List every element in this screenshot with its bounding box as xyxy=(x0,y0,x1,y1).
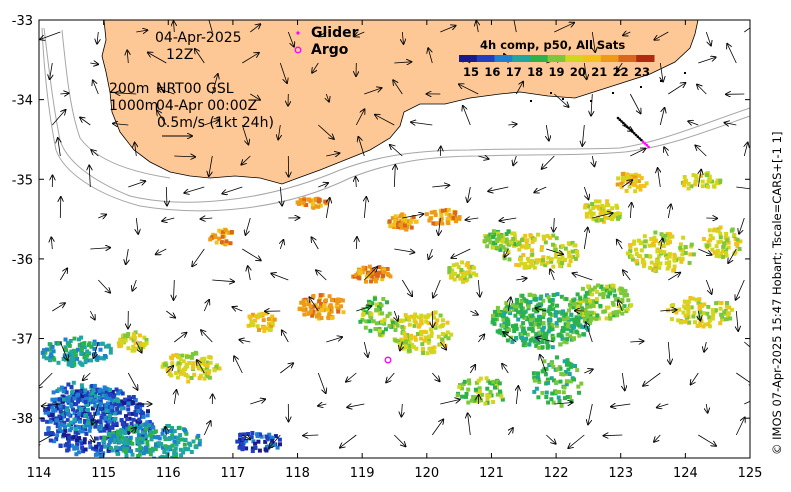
colorbar-segment xyxy=(565,55,584,62)
x-tick-label: 120 xyxy=(414,466,439,481)
colorbar-tick: 21 xyxy=(591,65,607,79)
x-tick-label: 119 xyxy=(350,466,375,481)
vector-scale-label: 0.5m/s (1kt 24h) xyxy=(157,115,274,131)
x-tick-label: 117 xyxy=(220,466,245,481)
x-tick-label: 124 xyxy=(673,466,698,481)
current-vectors xyxy=(39,20,750,448)
x-tick-label: 116 xyxy=(156,466,181,481)
sst-patches xyxy=(40,22,743,458)
x-tick-label: 115 xyxy=(91,466,116,481)
colorbar-segment xyxy=(583,55,602,62)
colorbar-segment xyxy=(600,55,620,62)
colorbar-tick: 18 xyxy=(527,65,543,79)
x-axis-labels: 114 115 116 117 118 119 120 121 122 123 124 125 xyxy=(27,466,763,481)
sst-colorbar: 15 16 17 18 19 20 21 22 23 xyxy=(459,55,655,79)
colorbar-segment xyxy=(529,55,549,62)
colorbar-tick: 23 xyxy=(634,65,650,79)
colorbar-tick: 16 xyxy=(484,65,500,79)
colorbar-segment xyxy=(512,55,531,62)
y-tick-label: -35 xyxy=(12,173,33,188)
colorbar-title: 4h comp, p50, All Sats xyxy=(480,38,626,52)
colorbar-tick: 17 xyxy=(506,65,522,79)
plot-frame xyxy=(38,19,751,459)
map-time: 12Z xyxy=(166,47,194,63)
x-tick-label: 122 xyxy=(544,466,569,481)
colorbar-tick: 19 xyxy=(548,65,564,79)
y-tick-label: -34 xyxy=(12,94,33,109)
argo-float-marker xyxy=(384,356,392,364)
glider-track xyxy=(616,116,650,149)
argo-legend-circle xyxy=(294,46,302,54)
x-tick-label: 121 xyxy=(479,466,504,481)
colorbar-segment xyxy=(476,55,495,62)
colorbar-segment xyxy=(459,55,478,62)
colorbar-tick: 15 xyxy=(463,65,479,79)
depth-label-200m: 200m xyxy=(109,81,150,97)
y-axis-labels: -33 -34 -35 -36 -37 -38 xyxy=(12,14,33,427)
colorbar-tick: 22 xyxy=(613,65,629,79)
colorbar-segment xyxy=(547,55,566,62)
legend-argo-label: Argo xyxy=(311,42,349,58)
x-tick-label: 123 xyxy=(608,466,633,481)
colorbar-segment xyxy=(618,55,637,62)
axis-ticks xyxy=(38,19,751,458)
depth-label-1000m: 1000m xyxy=(109,98,159,114)
y-tick-label: -36 xyxy=(12,253,33,268)
product-name: NRT00 GSL xyxy=(156,81,234,97)
legend-glider-label: Glider xyxy=(311,25,359,41)
map-date: 04-Apr-2025 xyxy=(155,30,242,46)
x-tick-label: 118 xyxy=(285,466,310,481)
y-tick-label: -37 xyxy=(12,333,33,348)
y-tick-label: -38 xyxy=(12,412,33,427)
colorbar-segment xyxy=(636,55,655,62)
credit-text: © IMOS 07-Apr-2025 15:47 Hobart; Tscale=… xyxy=(770,131,784,455)
x-tick-label: 114 xyxy=(27,466,52,481)
glider-legend-dot xyxy=(296,31,300,35)
x-tick-label: 125 xyxy=(738,466,763,481)
y-tick-label: -33 xyxy=(12,14,33,29)
colorbar-segment xyxy=(494,55,513,62)
product-time: 04-Apr 00:00Z xyxy=(156,98,258,114)
colorbar-tick: 20 xyxy=(570,65,586,79)
